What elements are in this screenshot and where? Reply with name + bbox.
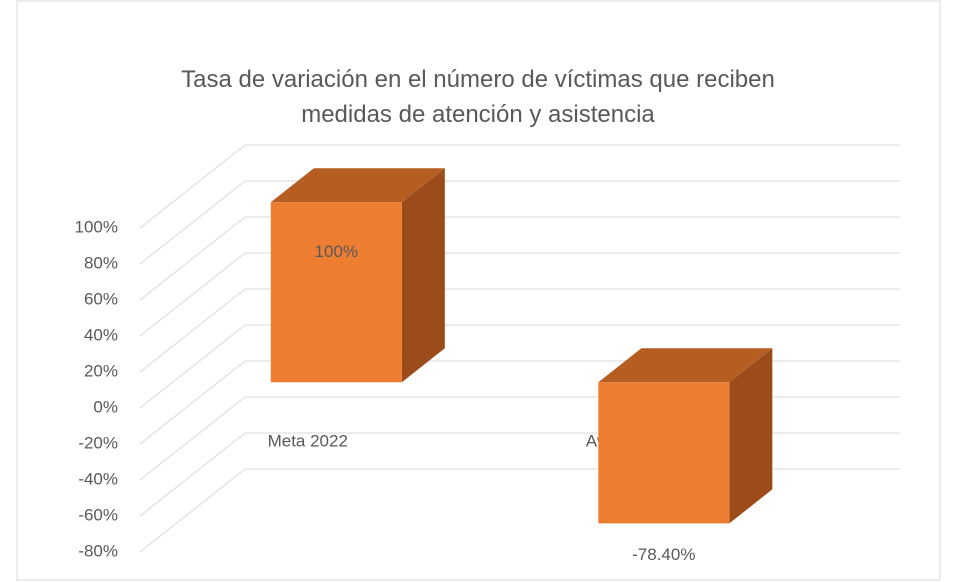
grid-line-side <box>139 396 246 481</box>
y-tick-label: -20% <box>78 433 118 452</box>
grid-line-side <box>139 324 246 409</box>
bar-top <box>270 168 445 203</box>
y-tick-label: -80% <box>78 541 118 560</box>
chart-title: Tasa de variación en el número de víctim… <box>181 66 775 128</box>
grid-line-side <box>139 288 246 373</box>
grid-line-side <box>139 468 246 553</box>
y-tick-label: 40% <box>84 325 118 344</box>
bar-side <box>729 348 773 524</box>
y-tick-label: 60% <box>84 289 118 308</box>
x-tick-label: Meta 2022 <box>268 431 348 450</box>
y-tick-label: -40% <box>78 469 118 488</box>
y-tick-label: -60% <box>78 505 118 524</box>
y-tick-label: 0% <box>93 397 118 416</box>
data-label: -78.40% <box>632 545 695 564</box>
grid-line-side <box>139 216 246 301</box>
y-tick-label: 100% <box>75 217 118 236</box>
data-label: 100% <box>315 242 358 261</box>
bar <box>270 202 402 383</box>
y-tick-label: 20% <box>84 361 118 380</box>
chart-border <box>16 0 941 581</box>
grid-line-side <box>139 432 246 517</box>
grid-line-side <box>139 360 246 445</box>
grid-line-side <box>139 180 246 265</box>
y-tick-label: 80% <box>84 253 118 272</box>
bar-top <box>598 348 773 383</box>
bar <box>598 382 730 524</box>
grid-line-side <box>139 252 246 337</box>
grid-line-side <box>139 144 246 229</box>
bar-side <box>401 168 445 383</box>
